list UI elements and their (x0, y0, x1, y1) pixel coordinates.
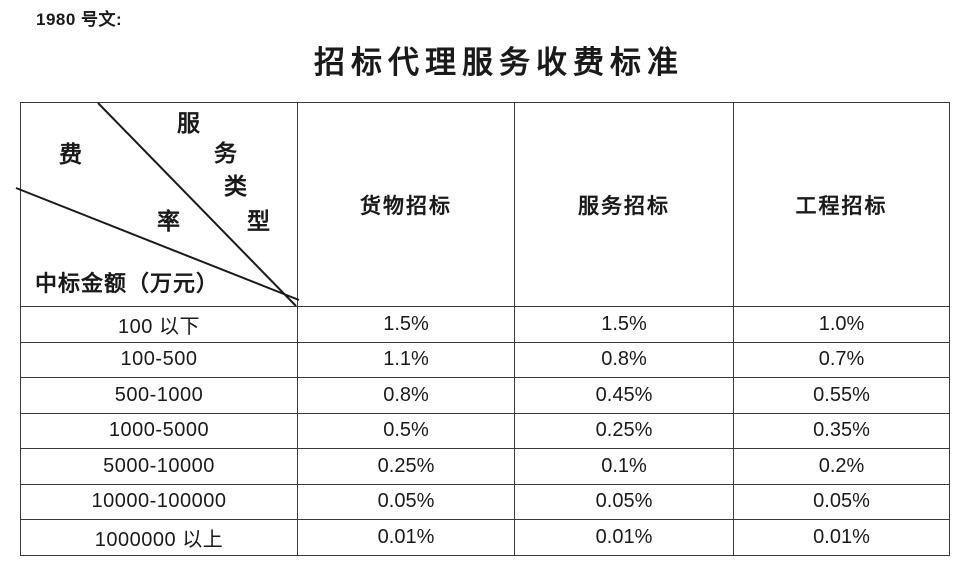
fee-table: 费 率 服 务 类 型 中标金额（万元） 货物招标 服务招标 工程招标 100 … (15, 102, 950, 556)
diagonal-divider-lines (15, 102, 300, 307)
table-row: 500-1000 0.8% 0.45% 0.55% (20, 377, 950, 414)
amount-range-cell: 100 以下 (20, 306, 298, 343)
rate-cell: 0.2% (733, 448, 950, 485)
rate-cell: 0.5% (297, 412, 515, 449)
amount-range-cell: 5000-10000 (20, 448, 298, 485)
rate-cell: 0.8% (514, 341, 734, 378)
rate-cell: 1.5% (297, 306, 515, 343)
header-row: 费 率 服 务 类 型 中标金额（万元） 货物招标 服务招标 工程招标 (15, 102, 950, 307)
rate-cell: 0.01% (733, 519, 950, 556)
amount-range-cell: 1000000 以上 (20, 519, 298, 556)
rate-cell: 0.45% (514, 377, 734, 414)
table-row: 1000000 以上 0.01% 0.01% 0.01% (20, 519, 950, 556)
column-header-works: 工程招标 (733, 102, 950, 307)
document-number: 1980 号文: (36, 10, 123, 29)
type-axis-char: 类 (224, 174, 247, 199)
rate-cell: 0.25% (514, 412, 734, 449)
table-row: 100-500 1.1% 0.8% 0.7% (20, 341, 950, 378)
rate-cell: 0.8% (297, 377, 515, 414)
rate-cell: 0.35% (733, 412, 950, 449)
rate-cell: 0.01% (297, 519, 515, 556)
type-axis-char: 型 (247, 209, 270, 234)
table-row: 100 以下 1.5% 1.5% 1.0% (20, 306, 950, 343)
rate-cell: 0.05% (733, 483, 950, 520)
table-row: 5000-10000 0.25% 0.1% 0.2% (20, 448, 950, 485)
rate-cell: 0.05% (514, 483, 734, 520)
fee-axis-char: 率 (157, 209, 180, 234)
amount-range-cell: 10000-100000 (20, 483, 298, 520)
rate-cell: 0.05% (297, 483, 515, 520)
rate-cell: 0.01% (514, 519, 734, 556)
rate-cell: 1.0% (733, 306, 950, 343)
rate-cell: 1.5% (514, 306, 734, 343)
type-axis-char: 务 (214, 141, 237, 166)
column-header-goods: 货物招标 (297, 102, 515, 307)
type-axis-char: 服 (177, 111, 200, 136)
rate-cell: 0.25% (297, 448, 515, 485)
rate-cell: 0.1% (514, 448, 734, 485)
rate-cell: 1.1% (297, 341, 515, 378)
rate-cell: 0.55% (733, 377, 950, 414)
amount-range-cell: 100-500 (20, 341, 298, 378)
fee-axis-char: 费 (59, 142, 82, 167)
table-row: 10000-100000 0.05% 0.05% 0.05% (20, 483, 950, 520)
page-title: 招标代理服务收费标准 (314, 45, 684, 80)
table-row: 1000-5000 0.5% 0.25% 0.35% (20, 412, 950, 449)
column-header-services: 服务招标 (514, 102, 734, 307)
amount-range-cell: 1000-5000 (20, 412, 298, 449)
rate-cell: 0.7% (733, 341, 950, 378)
amount-range-cell: 500-1000 (20, 377, 298, 414)
diagonal-header-cell: 费 率 服 务 类 型 中标金额（万元） (15, 102, 300, 307)
amount-axis-label: 中标金额（万元） (35, 271, 220, 296)
fee-table-body: 100 以下 1.5% 1.5% 1.0% 100-500 1.1% 0.8% 0.7% 500… (20, 306, 950, 556)
